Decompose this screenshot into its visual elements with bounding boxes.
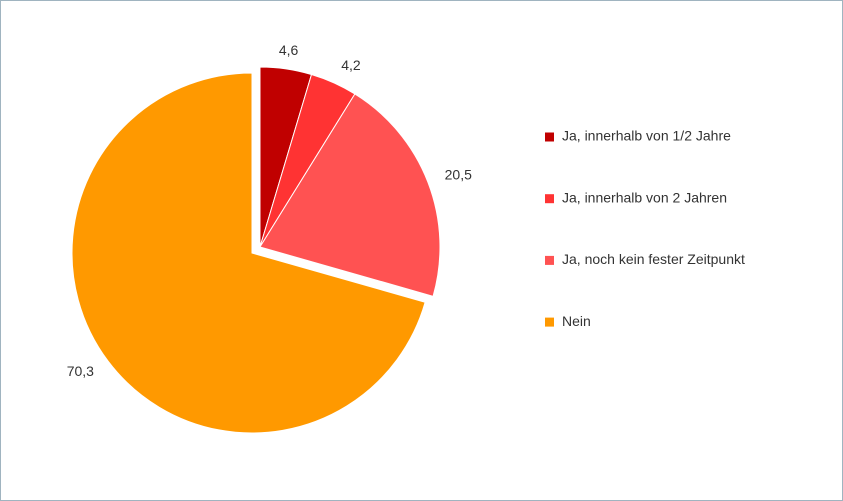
data-label: 70,3 (67, 363, 94, 379)
legend-swatch (545, 132, 554, 142)
data-label: 4,6 (279, 42, 299, 58)
legend-label: Ja, innerhalb von 1/2 Jahre (562, 128, 731, 144)
pie-slice (259, 93, 441, 297)
legend-label: Nein (562, 313, 591, 329)
legend-swatch (545, 317, 554, 327)
data-label: 4,2 (341, 57, 361, 73)
legend-swatch (545, 255, 554, 265)
legend-label: Ja, innerhalb von 2 Jahren (562, 189, 727, 205)
pie-slice (71, 72, 426, 434)
data-label: 20,5 (445, 166, 472, 182)
legend-label: Ja, noch kein fester Zeitpunkt (562, 251, 745, 267)
legend-swatch (545, 194, 554, 204)
